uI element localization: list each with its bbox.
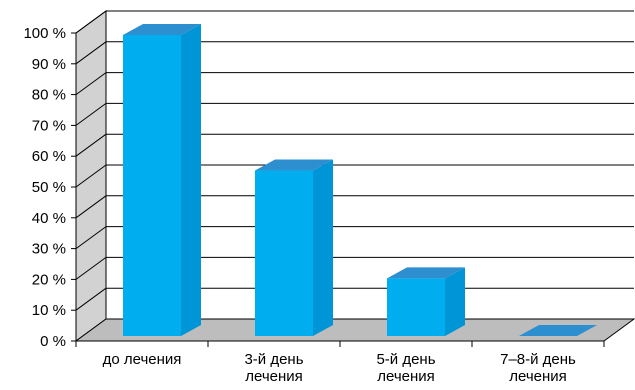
x-tick-label: до лечения: [103, 351, 182, 368]
x-tick-label: 7–8-й день: [500, 351, 576, 368]
y-tick-label: 50 %: [32, 179, 66, 196]
y-tick-label: 100 %: [23, 25, 66, 42]
y-tick-label: 70 %: [32, 117, 66, 134]
bar-top: [387, 267, 465, 279]
x-tick-label: 5-й день: [376, 351, 435, 368]
bar-side: [445, 267, 465, 336]
gridline-wall: [75, 102, 107, 126]
gridline-wall: [75, 287, 107, 311]
x-tick-label: лечения: [245, 368, 303, 385]
bar-top: [255, 159, 333, 171]
gridline-wall: [75, 133, 107, 157]
y-tick-label: 20 %: [32, 271, 66, 288]
gridline-wall: [75, 72, 107, 96]
bar: [387, 278, 445, 336]
y-tick-label: 40 %: [32, 210, 66, 227]
y-tick-label: 0 %: [40, 333, 66, 350]
bar-top: [123, 24, 201, 35]
bar-side: [313, 159, 333, 336]
gridline-wall: [75, 195, 107, 219]
bar-top: [519, 325, 597, 336]
bar: [123, 35, 181, 336]
y-tick-label: 80 %: [32, 87, 66, 104]
gridline-wall: [75, 10, 107, 34]
gridline-wall: [75, 256, 107, 280]
gridline-wall: [75, 41, 107, 65]
y-tick-label: 90 %: [32, 56, 66, 73]
y-tick-label: 10 %: [32, 302, 66, 319]
x-tick-label: лечения: [509, 368, 567, 385]
y-tick-label: 30 %: [32, 241, 66, 258]
y-tick-label: 60 %: [32, 148, 66, 165]
gridline-wall: [75, 164, 107, 188]
bar-side: [181, 24, 201, 336]
gridline-wall: [75, 226, 107, 250]
x-tick-label: лечения: [377, 368, 435, 385]
bar: [255, 170, 313, 336]
x-tick-label: 3-й день: [244, 351, 303, 368]
